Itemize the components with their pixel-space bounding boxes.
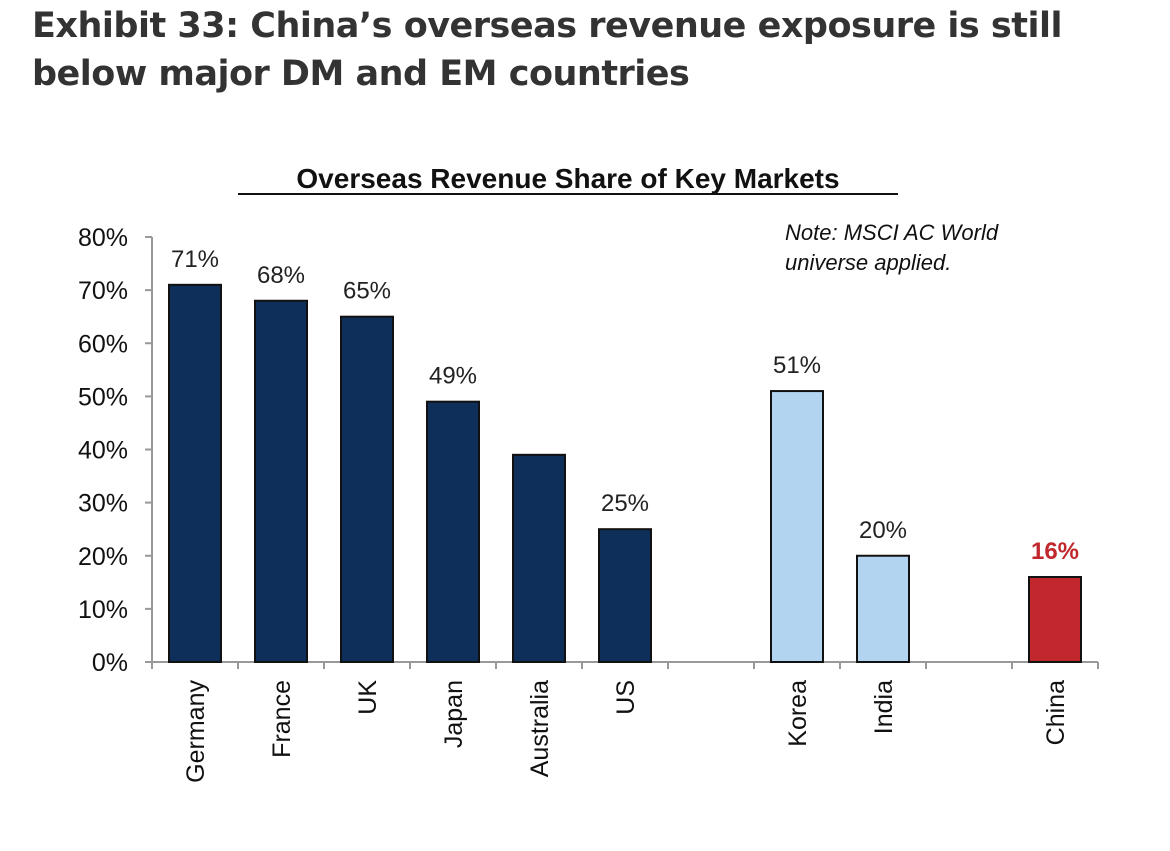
data-label: 65% bbox=[343, 278, 391, 305]
exhibit-title: Exhibit 33: China’s overseas revenue exp… bbox=[32, 6, 1063, 94]
y-tick-label: 30% bbox=[78, 490, 128, 518]
y-tick-label: 50% bbox=[78, 383, 128, 411]
data-label: 25% bbox=[601, 490, 649, 517]
chart-title: Overseas Revenue Share of Key Markets bbox=[296, 163, 839, 194]
bar-korea bbox=[770, 390, 824, 663]
y-tick-label: 10% bbox=[78, 596, 128, 624]
x-tick-label: Australia bbox=[526, 680, 554, 777]
y-tick-label: 0% bbox=[92, 649, 128, 677]
chart-note: Note: MSCI AC World bbox=[785, 220, 999, 245]
x-tick-label: Korea bbox=[784, 680, 812, 747]
x-tick-label: India bbox=[870, 680, 898, 734]
y-tick-label: 60% bbox=[78, 330, 128, 358]
data-label: 68% bbox=[257, 262, 305, 289]
y-tick-label: 80% bbox=[78, 224, 128, 252]
y-tick-label: 20% bbox=[78, 543, 128, 571]
bar-germany bbox=[168, 283, 222, 663]
bar-india bbox=[856, 554, 910, 663]
bar-japan bbox=[426, 400, 480, 663]
data-label: 71% bbox=[171, 246, 219, 273]
data-label: 20% bbox=[859, 517, 907, 544]
x-tick-label: China bbox=[1042, 680, 1070, 745]
x-tick-label: France bbox=[268, 680, 296, 758]
x-tick-label: Germany bbox=[182, 680, 210, 783]
bar-uk bbox=[340, 315, 394, 663]
x-tick-label: UK bbox=[354, 680, 382, 715]
bar-australia bbox=[512, 453, 566, 663]
data-label: 16% bbox=[1031, 538, 1079, 565]
bar-us bbox=[598, 528, 652, 663]
y-tick-label: 70% bbox=[78, 277, 128, 305]
data-label: 51% bbox=[773, 352, 821, 379]
data-label: 49% bbox=[429, 363, 477, 390]
x-tick-label: US bbox=[612, 680, 640, 715]
y-tick-label: 40% bbox=[78, 437, 128, 465]
bar-france bbox=[254, 299, 308, 663]
chart-note: universe applied. bbox=[785, 250, 951, 275]
x-tick-label: Japan bbox=[440, 680, 468, 748]
bar-china bbox=[1028, 576, 1082, 663]
